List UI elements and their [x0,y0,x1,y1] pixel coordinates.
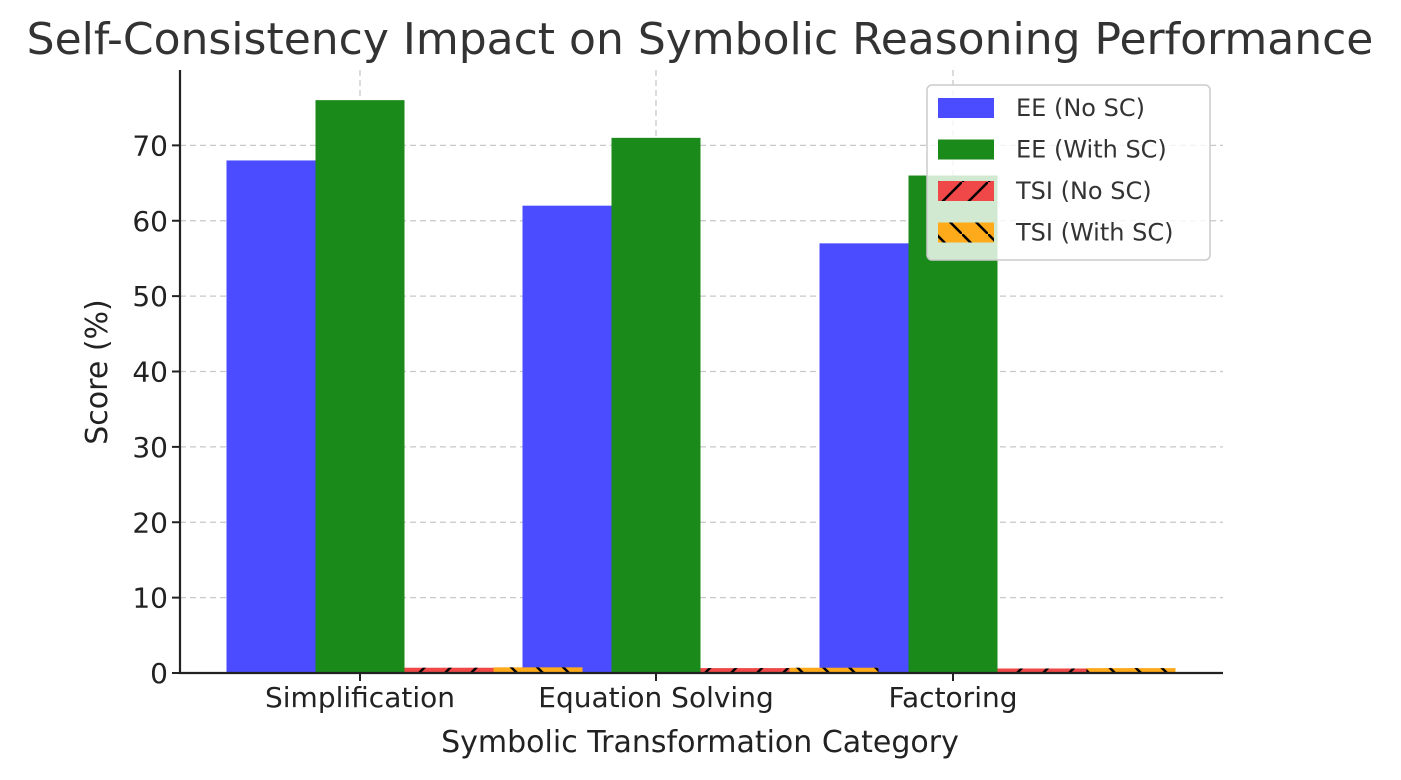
legend: EE (No SC) EE (With SC) TSI (No SC) TSI (Wi… [926,84,1211,261]
bar-hatch [997,668,1087,673]
legend-swatch-hatch [938,181,994,201]
y-tick-label: 20 [132,506,168,539]
y-tick-label: 0 [150,657,168,690]
bars-layer [226,100,1176,674]
bar-hatch [493,667,583,673]
bar [819,243,909,674]
bar [315,100,405,673]
bar-hatch [1086,668,1176,673]
y-ticks: 0 10 20 30 40 50 60 70 [132,129,180,690]
x-ticks: Simplification Equation Solving Factoring [265,673,1018,714]
legend-label: TSI (With SC) [1015,219,1173,247]
y-tick-label: 40 [132,356,168,389]
bar [226,160,316,673]
legend-swatch [938,139,994,160]
bar-hatch [700,668,790,673]
y-axis-label: Score (%) [80,299,115,444]
x-tick-label: Factoring [888,681,1017,714]
x-tick-label: Equation Solving [538,681,773,714]
y-tick-label: 50 [132,280,168,313]
legend-label: TSI (No SC) [1015,177,1152,205]
y-tick-label: 60 [132,205,168,238]
legend-frame [926,84,1211,261]
legend-swatch [938,98,994,118]
y-tick-label: 30 [132,431,168,464]
bar [522,205,612,674]
y-tick-label: 10 [132,582,168,615]
bar [611,137,701,673]
x-tick-label: Simplification [265,681,455,714]
chart-title: Self-Consistency Impact on Symbolic Reas… [27,14,1374,65]
x-axis-label: Symbolic Transformation Category [441,725,959,760]
legend-swatch-hatch [938,222,994,243]
legend-label: EE (With SC) [1016,136,1167,164]
bar-hatch [404,667,494,673]
y-tick-label: 70 [132,129,168,162]
bar-hatch [789,667,879,673]
legend-label: EE (No SC) [1016,94,1145,122]
